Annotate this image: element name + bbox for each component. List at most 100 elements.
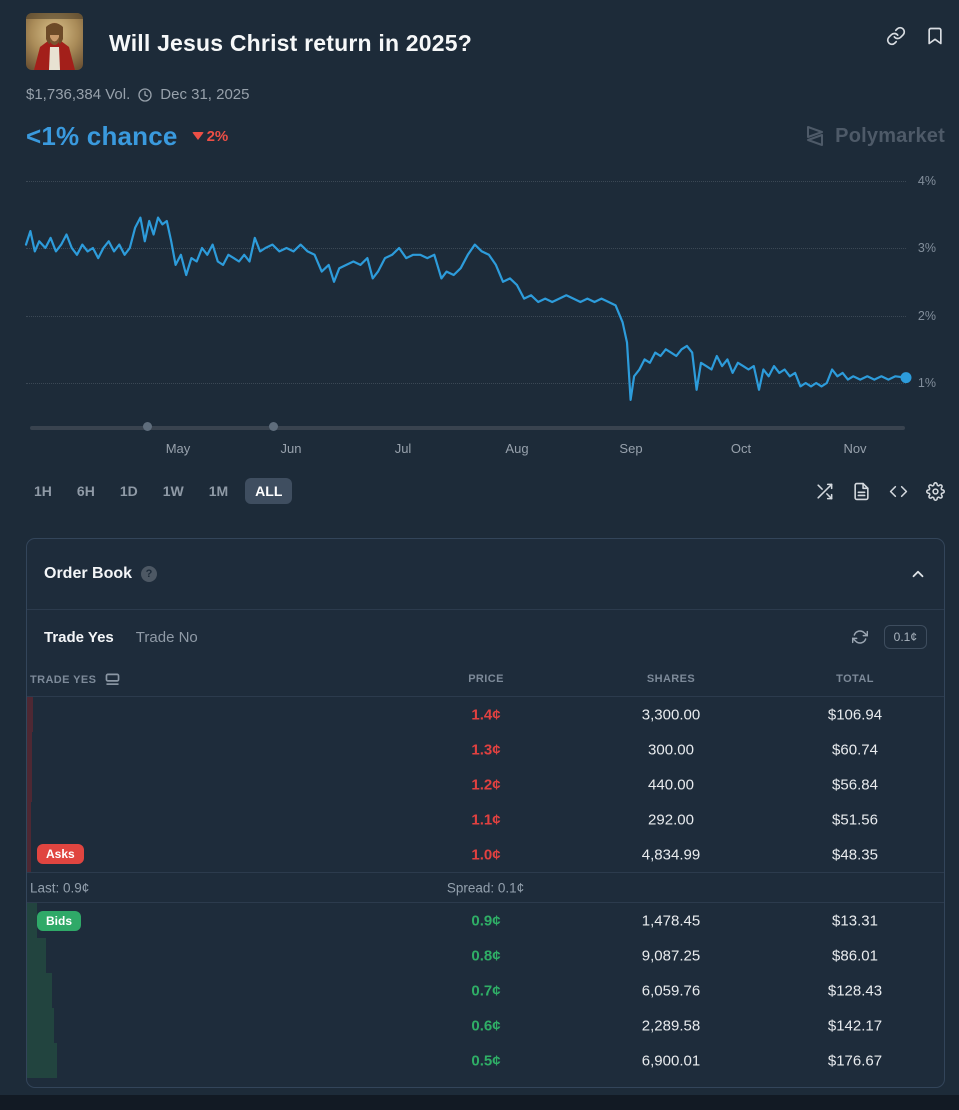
bid-row[interactable]: 0.5¢ 6,900.01 $176.67 [27, 1043, 944, 1078]
polymarket-logo-icon [807, 126, 824, 146]
price-line-chart [24, 216, 912, 401]
tab-trade-no[interactable]: Trade No [135, 628, 198, 646]
last-price-label: Last: 0.9¢ [30, 880, 90, 895]
polymarket-watermark: Polymarket [803, 124, 945, 148]
order-book-header[interactable]: Order Book ? [27, 539, 944, 610]
tab-trade-yes[interactable]: Trade Yes [44, 628, 114, 646]
arrow-down-icon [191, 132, 204, 140]
bids-badge: Bids [37, 911, 82, 931]
chance-change: 2% [191, 127, 229, 145]
timeframe-button-1w[interactable]: 1W [162, 483, 184, 499]
ask-price: 1.2¢ [471, 776, 501, 793]
ask-row[interactable]: 1.3¢ 300.00 $60.74 [27, 732, 944, 767]
bid-row[interactable]: 0.7¢ 6,059.76 $128.43 [27, 973, 944, 1008]
gridline [26, 180, 906, 182]
bid-depth-bar [27, 1008, 54, 1043]
volume-label: $1,736,384 Vol. [26, 86, 131, 103]
header-actions [886, 26, 945, 46]
refresh-icon[interactable] [851, 629, 868, 645]
bid-price: 0.5¢ [471, 1052, 501, 1069]
bid-price: 0.6¢ [471, 1017, 501, 1034]
total-column-header: TOTAL [836, 673, 874, 685]
scrubber-handle[interactable] [143, 422, 152, 431]
tick-size-selector[interactable]: 0.1¢ [883, 625, 927, 649]
bid-total: $176.67 [827, 1052, 883, 1069]
bid-total: $86.01 [832, 947, 878, 964]
bid-shares: 6,900.01 [641, 1052, 701, 1069]
ask-total: $106.94 [827, 706, 883, 723]
bid-shares: 2,289.58 [641, 1017, 701, 1034]
chance-change-value: 2% [206, 127, 229, 145]
side-column-label: TRADE YES [30, 673, 97, 686]
end-date-label: Dec 31, 2025 [160, 86, 250, 103]
x-axis-month-label: Nov [843, 441, 867, 456]
order-book-card: Order Book ? Trade Yes Trade No 0.1¢ TRA… [26, 538, 945, 1088]
ask-shares: 4,834.99 [641, 846, 701, 863]
ask-shares: 300.00 [648, 741, 694, 758]
help-icon[interactable]: ? [141, 566, 158, 582]
chance-value: <1% chance [26, 120, 178, 151]
ask-depth-bar [27, 767, 32, 802]
price-chart[interactable]: 4% 3% 2% 1% [24, 170, 945, 410]
timeframe-button-1m[interactable]: 1M [208, 483, 229, 499]
y-axis-tick: 3% [917, 241, 936, 255]
gridline [26, 248, 906, 249]
scrubber-handle[interactable] [269, 422, 278, 431]
price-line [24, 216, 908, 401]
x-axis-month-label: May [165, 441, 191, 456]
gridline [26, 383, 906, 384]
x-axis-month-label: Sep [619, 441, 643, 456]
bid-row[interactable]: 0.9¢ 1,478.45 $13.31 [27, 903, 944, 938]
x-axis-month-label: Jul [394, 441, 412, 456]
last-spread-row: Last: 0.9¢ Spread: 0.1¢ [27, 872, 944, 903]
timeframe-button-6h[interactable]: 6H [76, 483, 95, 499]
ask-total: $60.74 [832, 741, 878, 758]
bid-row[interactable]: 0.6¢ 2,289.58 $142.17 [27, 1008, 944, 1043]
ask-total: $51.56 [832, 811, 878, 828]
bid-shares: 6,059.76 [641, 982, 701, 999]
ask-row[interactable]: 1.2¢ 440.00 $56.84 [27, 767, 944, 802]
price-column-header: PRICE [468, 673, 504, 685]
order-book-tools: 0.1¢ [851, 625, 927, 649]
bid-depth-bar [27, 938, 46, 973]
y-axis-tick: 1% [917, 376, 936, 390]
x-axis-month-label: Oct [730, 441, 752, 456]
chart-x-axis: May Jun Jul Aug Sep Oct Nov [26, 441, 945, 459]
current-price-dot [900, 372, 912, 384]
gridline [26, 315, 906, 317]
y-axis-tick: 2% [917, 308, 936, 323]
order-book-column-headers: TRADE YES PRICE SHARES TOTAL [27, 664, 944, 697]
clock-icon [137, 87, 153, 103]
timeframe-button-all[interactable]: ALL [245, 478, 293, 504]
timeframe-button-1h[interactable]: 1H [34, 483, 52, 499]
scrubber-track[interactable] [30, 426, 905, 430]
ask-total: $56.84 [832, 776, 878, 793]
bid-row[interactable]: 0.8¢ 9,087.25 $86.01 [27, 938, 944, 973]
shuffle-icon[interactable] [815, 482, 834, 501]
market-header: Will Jesus Christ return in 2025? [0, 0, 959, 70]
chart-plot-area[interactable] [24, 170, 912, 410]
chart-controls: 1H 6H 1D 1W 1M ALL [0, 477, 959, 505]
ask-row[interactable]: 1.4¢ 3,300.00 $106.94 [27, 697, 944, 732]
copy-link-icon[interactable] [886, 26, 906, 46]
bid-price: 0.9¢ [471, 912, 501, 929]
ask-depth-bar [27, 697, 33, 732]
page-title: Will Jesus Christ return in 2025? [109, 30, 472, 56]
timeframe-button-1d[interactable]: 1D [119, 483, 138, 499]
ask-row[interactable]: 1.1¢ 292.00 $51.56 [27, 802, 944, 837]
ask-price: 1.3¢ [471, 741, 501, 758]
depth-view-icon[interactable] [105, 673, 120, 686]
bid-total: $128.43 [827, 982, 883, 999]
embed-code-icon[interactable] [889, 482, 908, 501]
chevron-up-icon[interactable] [909, 565, 927, 583]
document-icon[interactable] [852, 482, 871, 501]
settings-gear-icon[interactable] [926, 481, 945, 501]
bid-depth-bar [27, 973, 52, 1008]
chart-scrubber[interactable] [26, 422, 945, 433]
ask-row[interactable]: 1.0¢ 4,834.99 $48.35 [27, 837, 944, 872]
page-bottom-edge [0, 1095, 959, 1110]
market-avatar [26, 13, 83, 70]
bookmark-icon[interactable] [925, 26, 945, 46]
asks-badge: Asks [37, 844, 84, 864]
